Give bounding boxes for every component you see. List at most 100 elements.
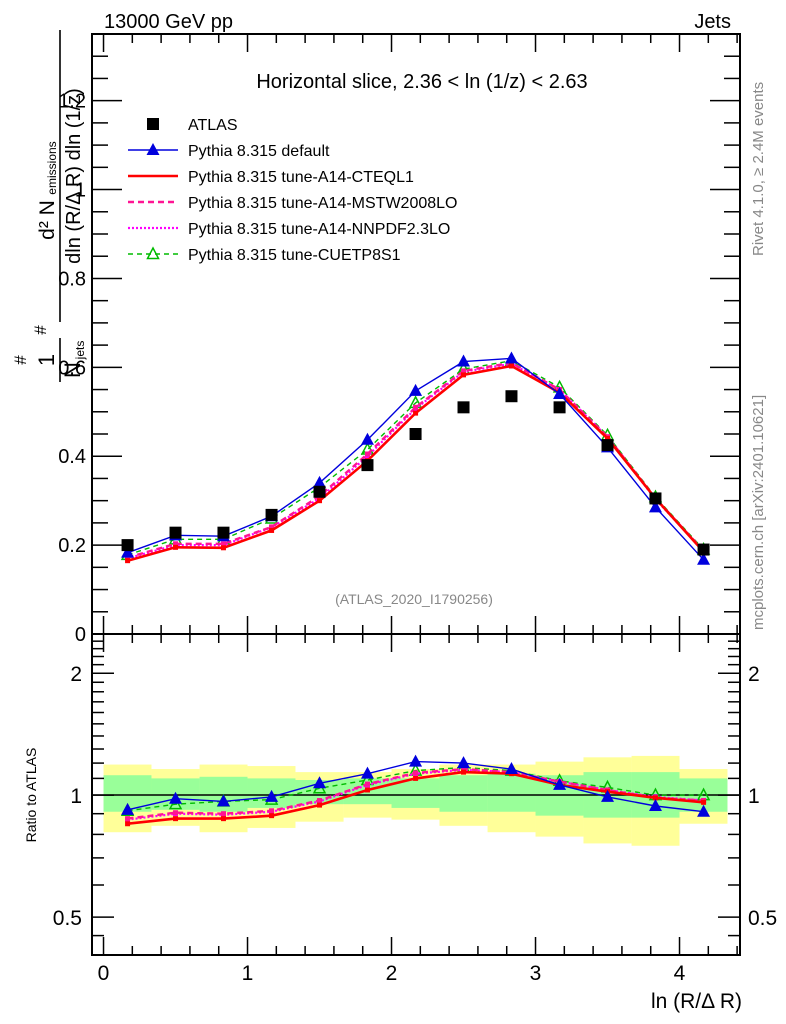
main-point — [409, 383, 423, 396]
ratio-point — [504, 762, 518, 775]
ratio-point — [125, 816, 131, 822]
ratio-y-tick-label: 2 — [70, 663, 82, 686]
main-point — [173, 544, 179, 550]
ylabel-hash-mid: # — [31, 325, 50, 335]
x-axis-label: ln (R/Δ R) — [651, 990, 742, 1013]
legend-label: ATLAS — [188, 117, 238, 134]
main-axis-ticks: 0 0.2 0.4 0.6 0.8 1 1.2 — [58, 33, 740, 646]
main-point — [121, 539, 134, 552]
ratio-point — [265, 789, 279, 802]
main-point — [269, 527, 275, 533]
ylabel-jets-sub: jets — [73, 341, 87, 361]
y-tick-label: 0.2 — [58, 535, 86, 557]
main-point — [461, 368, 467, 374]
ratio-point — [313, 776, 327, 789]
main-point — [697, 543, 710, 556]
ratio-point — [317, 802, 323, 808]
main-point — [269, 524, 275, 530]
main-point — [361, 459, 374, 472]
ratio-series-pythia-8-315-default — [121, 754, 711, 817]
main-point — [220, 541, 226, 547]
main-point — [504, 351, 518, 364]
process-label: Jets — [694, 11, 731, 33]
main-point — [313, 485, 326, 498]
legend-label: Pythia 8.315 tune-A14-MSTW2008LO — [188, 195, 457, 212]
ratio-bands — [103, 755, 728, 846]
legend-item: Pythia 8.315 tune-CUETP8S1 — [128, 246, 401, 264]
main-point — [313, 475, 327, 488]
main-point — [605, 435, 611, 441]
legend-label: Pythia 8.315 default — [188, 143, 330, 160]
ratio-point — [220, 811, 226, 817]
legend-item: Pythia 8.315 tune-A14-MSTW2008LO — [128, 195, 457, 212]
main-point — [317, 498, 323, 504]
legend-item: Pythia 8.315 tune-A14-NNPDF2.3LO — [128, 221, 450, 238]
x-tick-label: 4 — [674, 962, 686, 985]
main-line — [127, 359, 705, 556]
main-point — [413, 410, 419, 416]
main-point — [413, 404, 419, 410]
ylabel-emissions-sub: emissions — [45, 141, 59, 194]
legend-item: Pythia 8.315 default — [128, 143, 330, 160]
rivet-version-label: Rivet 4.1.0, ≥ 2.4M events — [750, 82, 767, 256]
main-point — [121, 545, 135, 558]
y-tick-label: 1.2 — [58, 91, 86, 113]
main-point — [173, 541, 179, 547]
uncertainty-band-inner — [439, 775, 488, 812]
ratio-point — [317, 798, 323, 804]
energy-label: 13000 GeV pp — [104, 11, 233, 33]
ratio-point — [652, 795, 658, 801]
analysis-watermark: (ATLAS_2020_I1790256) — [335, 591, 493, 607]
main-point — [505, 390, 518, 403]
ratio-point — [269, 813, 275, 819]
ylabel-denominator: dln (R/Δ R) dln (1/z) — [63, 88, 85, 264]
ylabel-numerator: d² N — [36, 200, 59, 240]
y-tick-label: 0.4 — [58, 446, 86, 468]
ratio-frame — [91, 633, 741, 956]
mcplots-label: mcplots.cern.ch [arXiv:2401.10621] — [750, 395, 767, 630]
ratio-point — [121, 802, 135, 815]
ratio-point — [601, 789, 615, 802]
ratio-point — [409, 754, 423, 767]
main-point — [125, 558, 131, 564]
main-point — [508, 363, 514, 369]
ratio-point — [360, 766, 374, 779]
legend-label: Pythia 8.315 tune-CUETP8S1 — [188, 247, 401, 264]
main-point — [553, 387, 567, 399]
y-tick-label: 0.8 — [58, 268, 86, 290]
ratio-axis-ticks: 0.5 0.5 1 1 2 2 0 1 2 3 4 — [53, 634, 777, 985]
ratio-point — [364, 787, 370, 793]
ratio-point — [461, 769, 467, 775]
y-tick-label: 1 — [75, 180, 86, 202]
main-point — [461, 372, 467, 378]
main-point — [364, 451, 370, 457]
main-y-axis-label: # 1 N jets # d² N emissions dln (R/Δ R) … — [11, 30, 87, 382]
ratio-point — [364, 781, 370, 787]
ratio-point — [648, 799, 662, 812]
legend: ATLAS Pythia 8.315 default Pythia 8.315 tu… — [128, 117, 457, 264]
main-point — [409, 428, 422, 440]
ratio-point — [125, 821, 131, 827]
x-tick-label: 0 — [98, 962, 110, 985]
main-point — [457, 354, 471, 367]
ratio-point — [697, 804, 711, 817]
ratio-point — [457, 756, 471, 769]
y-tick-label: 0.6 — [58, 357, 86, 379]
ratio-y-tick-label-right: 2 — [748, 663, 760, 686]
ylabel-one: 1 — [34, 354, 59, 366]
legend-swatch-marker — [147, 118, 159, 130]
ratio-point — [413, 770, 419, 776]
ratio-point — [169, 791, 183, 804]
legend-label: Pythia 8.315 tune-A14-CTEQL1 — [188, 169, 414, 186]
main-point — [648, 500, 662, 513]
ylabel-njets: N — [60, 362, 85, 378]
series-atlas — [121, 390, 710, 556]
y-tick-label: 0 — [75, 624, 86, 646]
ratio-point — [173, 816, 179, 822]
ratio-y-tick-label: 1 — [70, 785, 82, 808]
ratio-point — [173, 810, 179, 816]
main-point — [265, 508, 278, 521]
x-tick-label: 1 — [242, 962, 254, 985]
main-point — [601, 439, 614, 452]
